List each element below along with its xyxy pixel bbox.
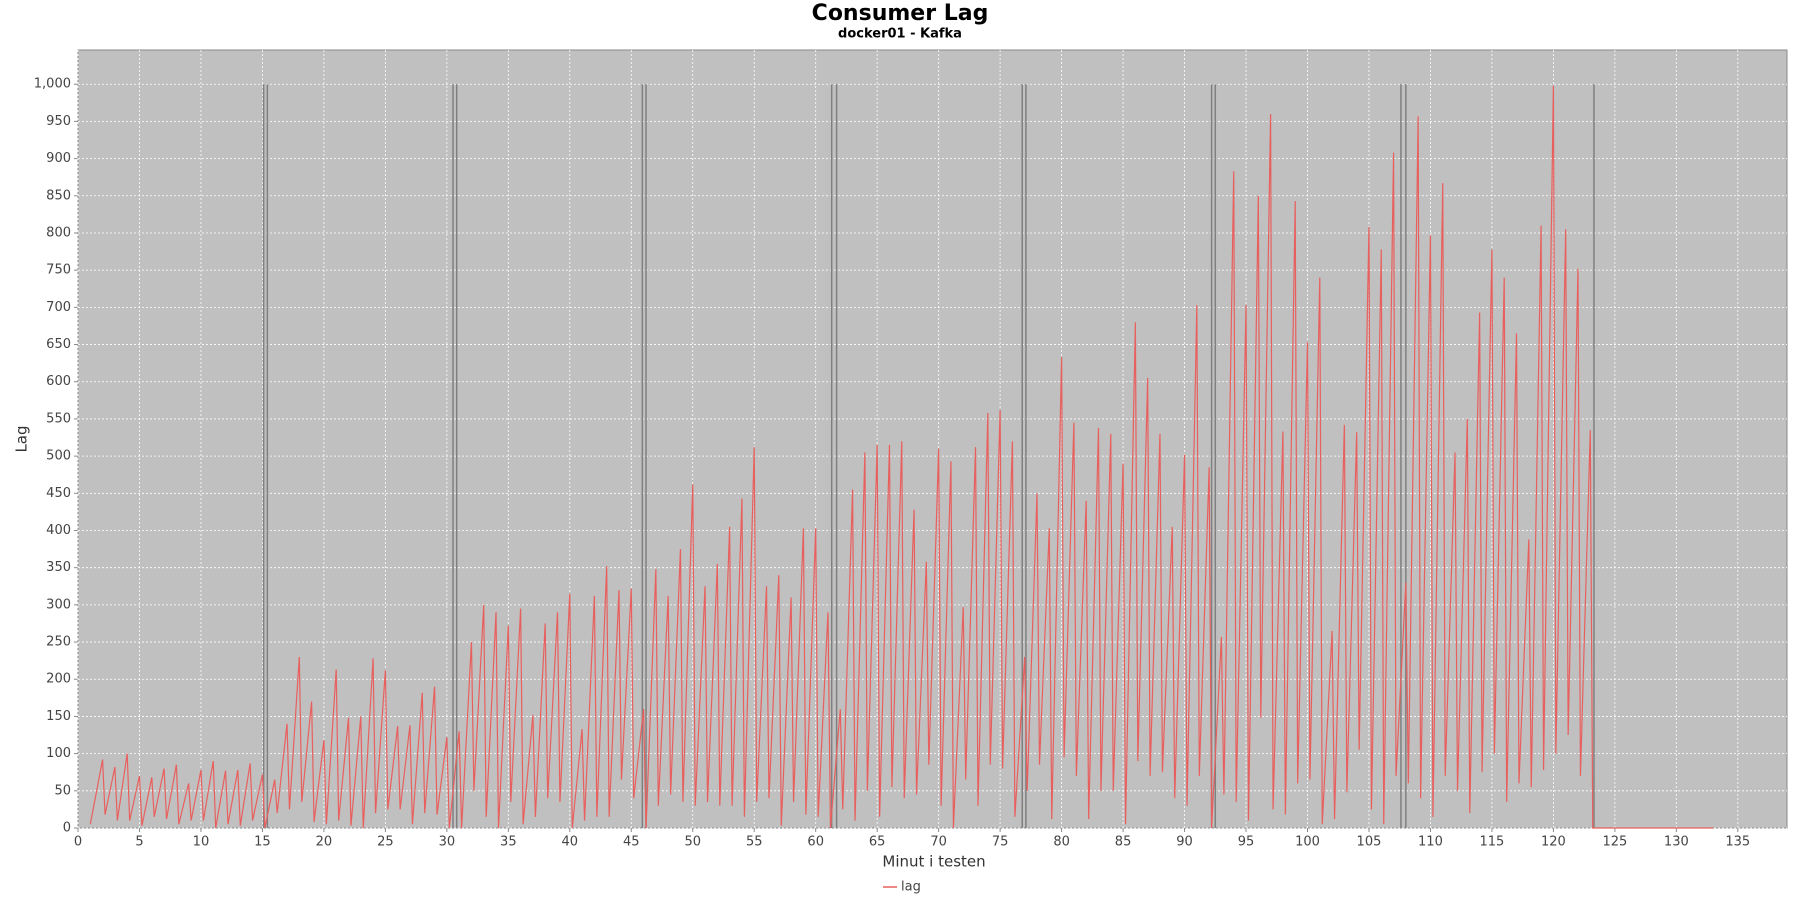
x-tick-label: 0 [74, 835, 82, 850]
y-tick-label: 400 [46, 523, 71, 538]
y-tick-label: 200 [46, 672, 71, 687]
x-tick-label: 35 [500, 835, 517, 850]
data-line [89, 85, 1714, 829]
x-tick-label: 120 [1541, 835, 1566, 850]
x-tick-label: 135 [1725, 835, 1750, 850]
x-tick-label: 30 [439, 835, 456, 850]
y-tick-label: 100 [46, 746, 71, 761]
y-tick-label: 800 [46, 225, 71, 240]
y-tick-label: 1,000 [34, 77, 71, 92]
x-tick-label: 55 [746, 835, 763, 850]
x-tick-label: 70 [930, 835, 947, 850]
y-tick-label: 250 [46, 635, 71, 650]
y-axis-label: Lag [13, 425, 31, 452]
y-tick-label: 650 [46, 337, 71, 352]
y-tick-label: 450 [46, 486, 71, 501]
plot-area [77, 49, 1788, 829]
x-tick-label: 60 [807, 835, 824, 850]
x-tick-label: 100 [1295, 835, 1320, 850]
x-tick-label: 5 [135, 835, 143, 850]
y-tick-label: 50 [54, 783, 71, 798]
y-tick-label: 900 [46, 151, 71, 166]
y-tick-label: 0 [63, 821, 71, 836]
y-tick-label: 350 [46, 560, 71, 575]
x-tick-label: 110 [1418, 835, 1443, 850]
y-tick-label: 950 [46, 114, 71, 129]
y-tick-label: 300 [46, 597, 71, 612]
x-tick-label: 25 [377, 835, 394, 850]
y-tick-label: 700 [46, 300, 71, 315]
legend-label: lag [901, 880, 921, 895]
y-tick-label: 750 [46, 263, 71, 278]
y-tick-label: 500 [46, 449, 71, 464]
x-tick-label: 90 [1176, 835, 1193, 850]
y-tick-label: 600 [46, 374, 71, 389]
y-tick-label: 150 [46, 709, 71, 724]
x-tick-label: 10 [193, 835, 210, 850]
x-tick-label: 20 [316, 835, 333, 850]
x-tick-label: 105 [1357, 835, 1382, 850]
y-tick-label: 850 [46, 188, 71, 203]
x-tick-label: 50 [684, 835, 701, 850]
chart-title: Consumer Lag [812, 1, 989, 26]
x-tick-label: 95 [1238, 835, 1255, 850]
x-tick-label: 115 [1480, 835, 1505, 850]
x-tick-label: 80 [1053, 835, 1070, 850]
x-tick-label: 125 [1602, 835, 1627, 850]
x-axis-label: Minut i testen [882, 853, 985, 871]
x-tick-label: 40 [562, 835, 579, 850]
chart-subtitle: docker01 - Kafka [838, 27, 962, 42]
x-tick-label: 15 [254, 835, 271, 850]
x-tick-label: 65 [869, 835, 886, 850]
x-tick-label: 45 [623, 835, 640, 850]
x-tick-label: 75 [992, 835, 1009, 850]
x-tick-label: 130 [1664, 835, 1689, 850]
y-tick-label: 550 [46, 411, 71, 426]
x-tick-label: 85 [1115, 835, 1132, 850]
